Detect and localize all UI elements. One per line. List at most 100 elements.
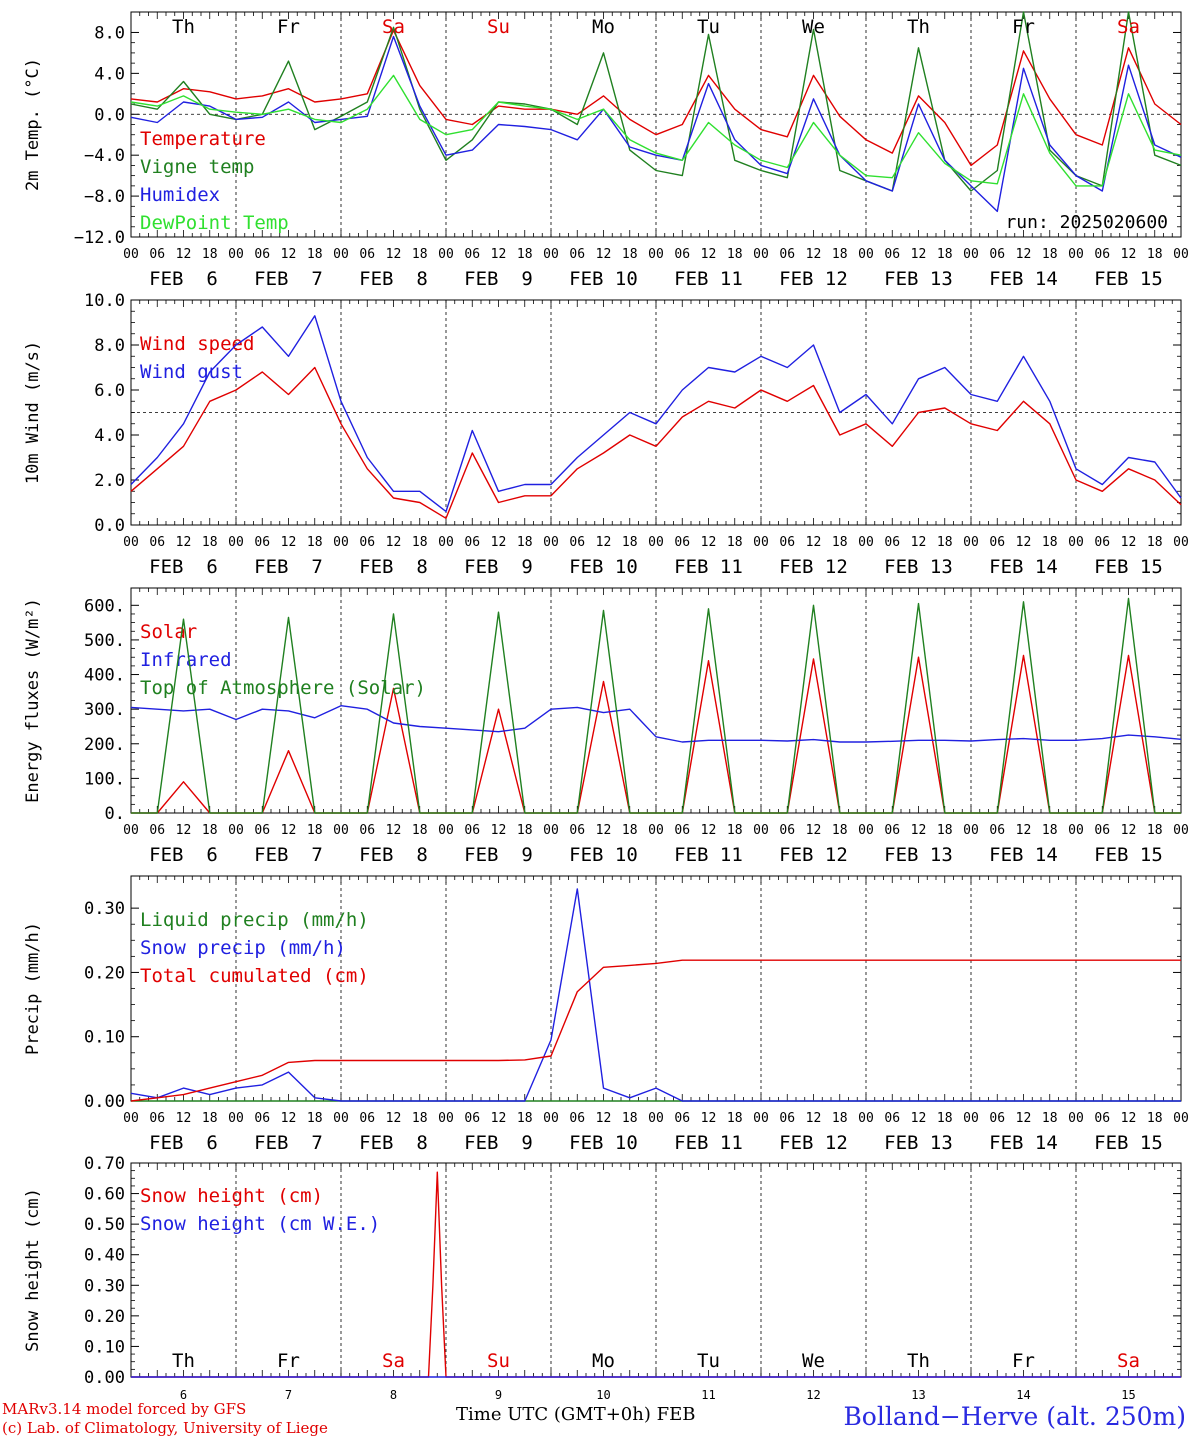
hour-label: 12 — [806, 247, 822, 262]
day-label: Fr — [1012, 16, 1035, 38]
day-label: Sa — [1117, 16, 1140, 38]
hour-label: 18 — [622, 247, 638, 262]
y-tick-label: 2.0 — [94, 471, 125, 491]
hour-label: 12 — [1016, 535, 1032, 550]
hour-label: 00 — [1173, 823, 1189, 838]
hour-label: 00 — [648, 823, 664, 838]
hour-label: 06 — [884, 247, 900, 262]
hour-label: 18 — [727, 535, 743, 550]
hour-label: 12 — [176, 247, 192, 262]
hour-label: 00 — [858, 823, 874, 838]
hour-label: 06 — [149, 247, 165, 262]
legend-entry: DewPoint Temp — [140, 212, 289, 234]
date-label: FEB 7 — [254, 1132, 323, 1154]
hour-label: 06 — [359, 535, 375, 550]
hour-label: 06 — [674, 1111, 690, 1126]
hour-label: 06 — [674, 535, 690, 550]
hour-label: 12 — [176, 535, 192, 550]
hour-label: 06 — [254, 535, 270, 550]
date-number-label: 9 — [495, 1388, 502, 1402]
hour-label: 06 — [569, 1111, 585, 1126]
hour-label: 18 — [832, 247, 848, 262]
y-tick-label: −4.0 — [84, 146, 125, 166]
y-tick-label: 0.10 — [84, 1337, 125, 1357]
day-label: Su — [487, 1350, 510, 1372]
hour-label: 18 — [307, 823, 323, 838]
date-label: FEB 6 — [149, 1132, 218, 1154]
hour-label: 06 — [674, 823, 690, 838]
day-label: We — [802, 16, 825, 38]
date-label: FEB 8 — [359, 556, 428, 578]
date-label: FEB 12 — [779, 844, 848, 866]
hour-label: 00 — [753, 823, 769, 838]
date-label: FEB 10 — [569, 556, 638, 578]
hour-label: 06 — [1094, 823, 1110, 838]
date-label: FEB 14 — [989, 844, 1058, 866]
hour-label: 12 — [701, 1111, 717, 1126]
hour-label: 00 — [123, 1111, 139, 1126]
hour-label: 00 — [333, 535, 349, 550]
hour-label: 06 — [254, 823, 270, 838]
date-number-label: 13 — [911, 1388, 925, 1402]
chart-panel-4: 0.00 0.10 0.20 0.30 Precip (mm/h) Liquid prec… — [23, 875, 1189, 1154]
date-number-label: 6 — [180, 1388, 187, 1402]
hour-label: 12 — [701, 247, 717, 262]
y-axis-title: Energy fluxes (W/m²) — [23, 598, 43, 803]
date-label: FEB 12 — [779, 268, 848, 290]
day-label: Tu — [697, 1350, 720, 1372]
hour-label: 06 — [359, 247, 375, 262]
day-label: We — [802, 1350, 825, 1372]
hour-label: 00 — [438, 247, 454, 262]
y-tick-label: 6.0 — [94, 381, 125, 401]
y-tick-label: −12.0 — [74, 228, 125, 248]
date-label: FEB 8 — [359, 1132, 428, 1154]
hour-label: 00 — [438, 1111, 454, 1126]
hour-label: 18 — [307, 535, 323, 550]
hour-label: 06 — [464, 1111, 480, 1126]
hour-label: 00 — [228, 1111, 244, 1126]
hour-label: 00 — [123, 535, 139, 550]
hour-label: 12 — [491, 247, 507, 262]
hour-label: 18 — [412, 535, 428, 550]
hour-label: 18 — [517, 823, 533, 838]
hour-label: 18 — [307, 247, 323, 262]
date-label: FEB 10 — [569, 268, 638, 290]
hour-label: 18 — [517, 247, 533, 262]
hour-label: 00 — [228, 823, 244, 838]
hour-label: 00 — [123, 823, 139, 838]
legend-entry: Snow height (cm) — [140, 1185, 323, 1207]
date-label: FEB 9 — [464, 268, 533, 290]
hour-label: 18 — [727, 247, 743, 262]
run-label: run: 2025020600 — [1005, 212, 1168, 233]
hour-label: 06 — [569, 535, 585, 550]
legend-entry: Solar — [140, 621, 197, 643]
hour-label: 12 — [1016, 247, 1032, 262]
hour-label: 18 — [517, 1111, 533, 1126]
hour-label: 06 — [569, 247, 585, 262]
hour-label: 06 — [989, 823, 1005, 838]
legend-entry: Wind gust — [140, 361, 243, 383]
day-label: Mo — [592, 16, 615, 38]
series-line-0 — [130, 366, 1182, 519]
legend-entry: Total cumulated (cm) — [140, 965, 369, 987]
day-label: Th — [172, 1350, 195, 1372]
date-label: FEB 11 — [674, 556, 743, 578]
hour-label: 06 — [1094, 535, 1110, 550]
hour-label: 06 — [779, 535, 795, 550]
date-label: FEB 15 — [1094, 556, 1163, 578]
hour-label: 00 — [648, 247, 664, 262]
hour-label: 12 — [1121, 1111, 1137, 1126]
day-label: Su — [487, 16, 510, 38]
hour-label: 00 — [1173, 247, 1189, 262]
y-tick-label: 4.0 — [94, 426, 125, 446]
date-number-label: 12 — [806, 1388, 820, 1402]
legend-entry: Wind speed — [140, 333, 254, 355]
y-tick-label: 0.20 — [84, 1307, 125, 1327]
hour-label: 18 — [832, 1111, 848, 1126]
day-label: Sa — [382, 16, 405, 38]
series-line-3 — [130, 74, 1182, 187]
hour-label: 06 — [254, 247, 270, 262]
hour-label: 18 — [622, 1111, 638, 1126]
hour-label: 12 — [176, 823, 192, 838]
hour-label: 12 — [701, 823, 717, 838]
